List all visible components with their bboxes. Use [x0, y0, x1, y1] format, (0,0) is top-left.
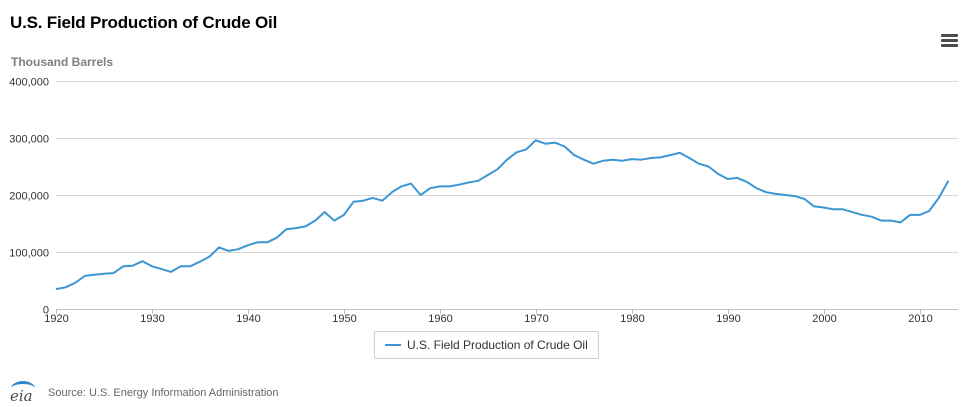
legend-label: U.S. Field Production of Crude Oil [407, 338, 588, 352]
legend-swatch [385, 344, 401, 346]
x-tick-label: 2010 [908, 313, 932, 325]
x-tick-label: 1980 [620, 313, 644, 325]
series-line [55, 139, 950, 291]
y-tick-label: 300,000 [9, 134, 49, 146]
legend-item[interactable]: U.S. Field Production of Crude Oil [374, 331, 599, 359]
y-tick-label: 400,000 [9, 77, 49, 89]
x-tick-label: 1940 [236, 313, 260, 325]
source-footer: eia Source: U.S. Energy Information Admi… [10, 381, 279, 405]
x-tick-label: 1990 [716, 313, 740, 325]
x-tick-label: 1950 [332, 313, 356, 325]
x-tick-label: 1960 [428, 313, 452, 325]
hamburger-menu-icon[interactable] [941, 34, 958, 47]
x-tick-label: 1930 [140, 313, 164, 325]
eia-logo: eia [10, 381, 40, 405]
x-tick-label: 1970 [524, 313, 548, 325]
source-text: Source: U.S. Energy Information Administ… [48, 387, 279, 399]
line-chart: 0 100,000 200,000 300,000 400,000 1920 1930 194… [9, 77, 958, 325]
y-tick-label: 200,000 [9, 191, 49, 203]
chart-title: U.S. Field Production of Crude Oil [10, 13, 278, 32]
x-tick-label: 1920 [44, 313, 68, 325]
y-axis-unit-label: Thousand Barrels [11, 55, 114, 69]
y-tick-label: 0 [43, 305, 49, 317]
x-tick-label: 2000 [812, 313, 836, 325]
y-tick-label: 100,000 [9, 248, 49, 260]
